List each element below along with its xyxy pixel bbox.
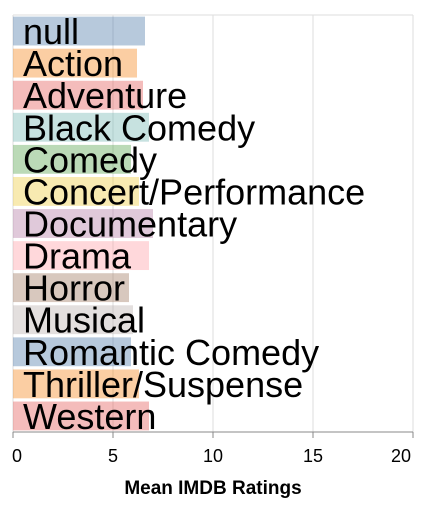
category-label: null	[23, 11, 79, 52]
x-tick-label: 10	[203, 446, 223, 466]
x-axis: 0 5 10 15 20	[12, 431, 414, 466]
bar	[13, 401, 149, 431]
x-tick-label: 15	[303, 446, 323, 466]
category-label: Comedy	[23, 139, 157, 180]
category-label: Horror	[23, 268, 125, 309]
bar	[13, 16, 145, 46]
bar	[13, 273, 129, 303]
x-tick-label: 5	[108, 446, 118, 466]
category-label: Adventure	[23, 75, 187, 116]
category-label: Drama	[23, 236, 132, 277]
category-label: Musical	[23, 300, 145, 341]
bar	[13, 144, 131, 174]
bar	[13, 337, 131, 367]
category-label: Black Comedy	[23, 107, 255, 148]
category-label: Romantic Comedy	[23, 332, 319, 373]
bar	[13, 112, 149, 142]
bar	[13, 241, 149, 271]
category-label: Action	[23, 43, 123, 84]
grid-lines	[12, 14, 414, 432]
bars	[13, 16, 153, 431]
bar	[13, 369, 139, 399]
category-label: Thriller/Suspense	[23, 364, 303, 405]
x-tick-label: 0	[12, 446, 22, 466]
bar	[13, 305, 133, 335]
bar	[13, 80, 143, 110]
bar	[13, 48, 137, 78]
bar	[13, 209, 153, 238]
category-label: Documentary	[23, 204, 237, 245]
bar	[13, 176, 139, 206]
category-label: Concert/Performance	[23, 171, 365, 212]
category-label: Western	[23, 396, 156, 437]
x-axis-title: Mean IMDB Ratings	[124, 478, 301, 499]
x-tick-label: 20	[391, 446, 411, 466]
